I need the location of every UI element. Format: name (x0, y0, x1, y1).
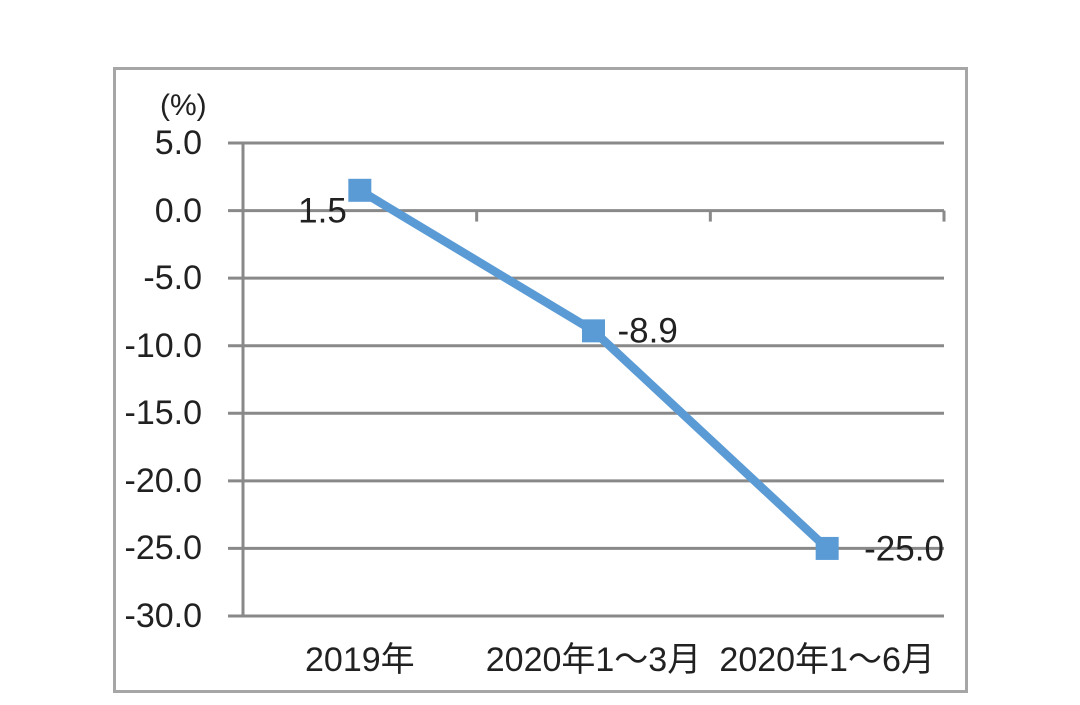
data-point-label: -8.9 (617, 311, 678, 351)
y-axis-tick-label: 5.0 (154, 124, 202, 162)
y-axis-tick-label: -15.0 (124, 394, 203, 433)
y-axis-tick-label: 0.0 (154, 191, 202, 230)
data-point-marker (582, 319, 605, 343)
x-axis-category-label: 2019年 (305, 641, 415, 679)
data-point-marker (815, 536, 839, 560)
y-axis-tick-label: -25.0 (124, 529, 203, 568)
data-point-label: -25.0 (864, 529, 944, 569)
y-axis-tick-label: -10.0 (124, 326, 203, 365)
data-point-marker (348, 178, 372, 202)
series-line (357, 186, 831, 552)
y-axis-tick-label: -5.0 (143, 259, 202, 298)
x-axis-category-label: 2020年1～6月 (719, 641, 935, 679)
x-axis-category-label: 2020年1～3月 (485, 641, 702, 679)
data-point-label: 1.5 (298, 191, 347, 231)
y-axis-unit-label: (%) (160, 89, 207, 122)
y-axis-tick-label: -20.0 (124, 461, 203, 500)
y-axis-tick-label: -30.0 (124, 597, 203, 635)
chart-frame (113, 67, 968, 693)
